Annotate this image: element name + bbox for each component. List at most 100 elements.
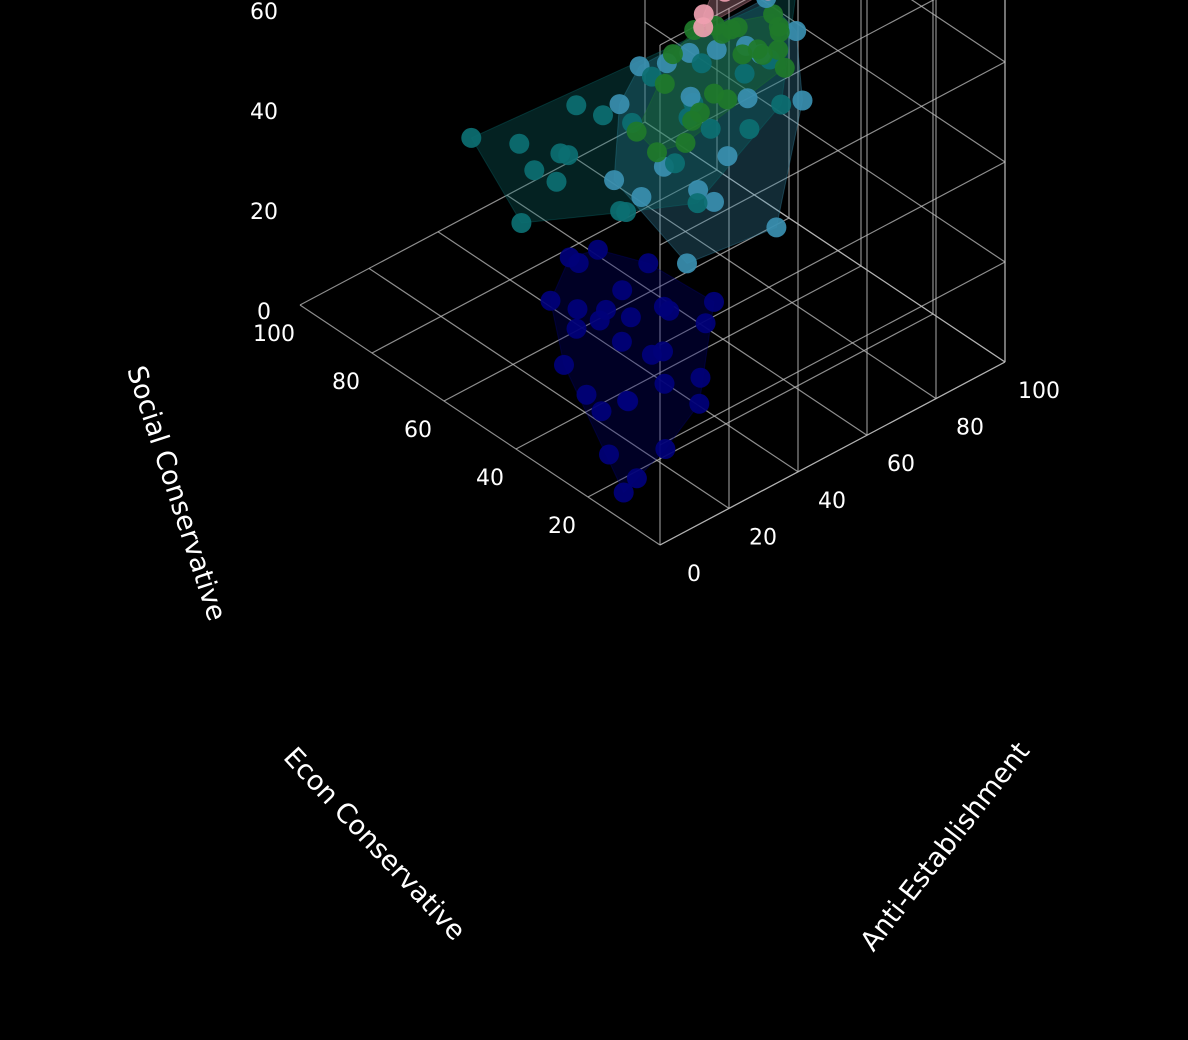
- data-point[interactable]: [732, 44, 753, 65]
- data-point[interactable]: [612, 280, 633, 301]
- data-point[interactable]: [774, 57, 795, 78]
- data-point[interactable]: [587, 239, 608, 260]
- data-point[interactable]: [659, 300, 680, 321]
- floor-grid-line: [587, 313, 934, 498]
- data-point[interactable]: [616, 202, 637, 222]
- data-point[interactable]: [704, 191, 724, 212]
- data-point[interactable]: [593, 105, 613, 126]
- data-point[interactable]: [626, 121, 647, 142]
- data-point[interactable]: [700, 118, 721, 139]
- data-point[interactable]: [620, 307, 641, 328]
- x-axis-title: Econ Conservative: [277, 742, 471, 947]
- data-point[interactable]: [511, 213, 532, 233]
- data-point[interactable]: [752, 44, 773, 65]
- data-point[interactable]: [599, 444, 619, 465]
- back-wall-grid-line: [910, 0, 1006, 63]
- y-tick-label: 80: [956, 416, 984, 441]
- side-wall-grid-line: [659, 361, 1006, 546]
- data-point[interactable]: [618, 391, 639, 412]
- data-point[interactable]: [591, 401, 612, 422]
- floor-grid-line: [368, 267, 730, 509]
- x-tick-label: 80: [332, 370, 360, 395]
- data-point[interactable]: [647, 142, 667, 163]
- data-point[interactable]: [695, 313, 716, 334]
- data-point[interactable]: [704, 83, 724, 104]
- data-point[interactable]: [654, 373, 675, 394]
- data-point[interactable]: [786, 21, 807, 41]
- data-point[interactable]: [706, 39, 727, 60]
- y-tick-label: 0: [687, 562, 701, 587]
- data-point[interactable]: [771, 94, 792, 115]
- y-tick-label: 20: [749, 525, 777, 550]
- y-tick-label: 100: [1018, 379, 1060, 404]
- data-point[interactable]: [566, 95, 587, 116]
- data-point[interactable]: [665, 153, 685, 174]
- y-tick-label: 40: [818, 489, 846, 514]
- data-point[interactable]: [662, 44, 683, 65]
- side-wall-grid-line: [659, 61, 1006, 246]
- data-point[interactable]: [631, 187, 652, 207]
- data-point[interactable]: [693, 17, 714, 38]
- data-point[interactable]: [576, 384, 597, 405]
- data-point[interactable]: [566, 318, 587, 339]
- data-point[interactable]: [654, 73, 675, 94]
- floor-grid-line: [443, 217, 790, 402]
- data-points: [461, 0, 813, 503]
- data-point[interactable]: [758, 0, 778, 1]
- data-point[interactable]: [596, 299, 616, 320]
- y-axis-title: Anti-Establishment: [854, 737, 1036, 958]
- data-point[interactable]: [546, 171, 567, 192]
- data-point[interactable]: [768, 16, 789, 37]
- x-tick-label: 40: [476, 466, 504, 491]
- data-point[interactable]: [756, 0, 776, 8]
- data-point[interactable]: [638, 253, 659, 274]
- data-point[interactable]: [611, 331, 632, 352]
- data-point[interactable]: [554, 354, 574, 375]
- data-point[interactable]: [509, 133, 530, 154]
- z-axis-title: Social Conservative: [120, 362, 232, 625]
- data-point[interactable]: [734, 63, 755, 84]
- z-tick-label: 40: [250, 100, 278, 125]
- data-point[interactable]: [567, 299, 588, 320]
- side-wall-grid-line: [659, 0, 935, 146]
- data-point[interactable]: [704, 291, 724, 312]
- data-point[interactable]: [737, 88, 758, 109]
- back-wall-grid-line: [760, 0, 1006, 163]
- back-wall-grid-line: [644, 121, 1006, 363]
- data-point[interactable]: [559, 247, 580, 268]
- data-point[interactable]: [540, 290, 561, 311]
- data-point[interactable]: [715, 0, 735, 2]
- data-point[interactable]: [524, 160, 545, 181]
- side-wall-grid-line: [659, 261, 1006, 446]
- data-point[interactable]: [768, 39, 789, 60]
- data-point[interactable]: [609, 94, 630, 115]
- x-tick-label: 60: [404, 418, 432, 443]
- data-point[interactable]: [792, 90, 813, 111]
- data-point[interactable]: [687, 193, 708, 214]
- z-tick-label: 0: [257, 300, 271, 325]
- data-point[interactable]: [675, 132, 696, 153]
- data-point[interactable]: [653, 341, 673, 362]
- data-point[interactable]: [690, 367, 711, 388]
- data-point[interactable]: [677, 253, 697, 274]
- floor-grid-line: [299, 304, 661, 546]
- x-tick-label: 20: [548, 514, 576, 539]
- data-point[interactable]: [689, 393, 710, 414]
- data-point[interactable]: [604, 170, 625, 191]
- floor-grid-line: [506, 194, 868, 436]
- data-point[interactable]: [550, 143, 571, 164]
- x-tick-label: 100: [253, 322, 295, 347]
- data-point[interactable]: [717, 146, 738, 167]
- data-point[interactable]: [766, 217, 787, 238]
- data-point[interactable]: [680, 86, 701, 107]
- data-point[interactable]: [613, 482, 634, 503]
- data-point[interactable]: [655, 439, 676, 459]
- z-tick-label: 20: [250, 200, 278, 225]
- data-point[interactable]: [461, 127, 482, 148]
- data-point[interactable]: [691, 53, 712, 74]
- side-wall-grid-line: [659, 0, 747, 46]
- data-point[interactable]: [739, 119, 760, 139]
- data-point[interactable]: [682, 110, 703, 131]
- data-point[interactable]: [626, 468, 647, 489]
